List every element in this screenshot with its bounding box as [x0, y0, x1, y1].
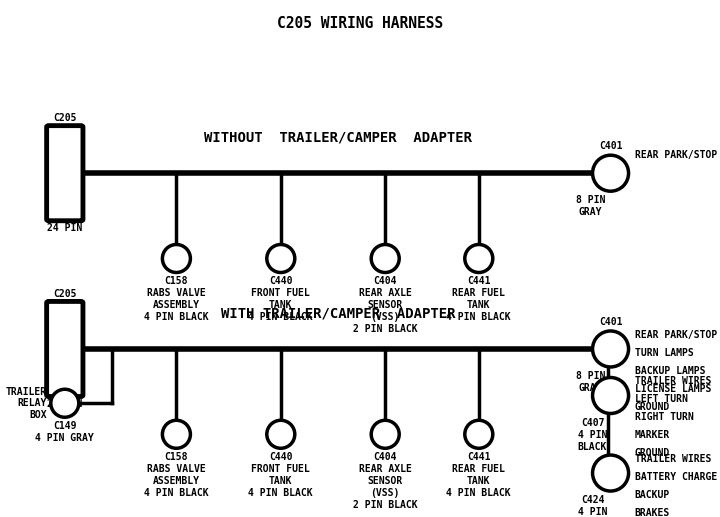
Text: REAR PARK/STOP: REAR PARK/STOP	[634, 150, 717, 160]
Text: C440
FRONT FUEL
TANK
4 PIN BLACK: C440 FRONT FUEL TANK 4 PIN BLACK	[248, 452, 313, 498]
Ellipse shape	[163, 420, 190, 448]
Text: 8 PIN
GRAY: 8 PIN GRAY	[576, 195, 606, 217]
Ellipse shape	[163, 245, 190, 272]
Text: LEFT TURN: LEFT TURN	[634, 394, 688, 404]
FancyBboxPatch shape	[47, 301, 83, 397]
Ellipse shape	[267, 420, 294, 448]
Ellipse shape	[267, 245, 294, 272]
Text: C401: C401	[599, 317, 622, 327]
Text: LICENSE LAMPS: LICENSE LAMPS	[634, 384, 711, 393]
Ellipse shape	[593, 377, 629, 414]
Text: 24 PIN: 24 PIN	[48, 399, 82, 409]
Text: C424
4 PIN
GRAY: C424 4 PIN GRAY	[578, 495, 607, 517]
Text: 8 PIN
GRAY: 8 PIN GRAY	[576, 371, 606, 392]
Text: C440
FRONT FUEL
TANK
4 PIN BLACK: C440 FRONT FUEL TANK 4 PIN BLACK	[248, 277, 313, 323]
Text: C407
4 PIN
BLACK: C407 4 PIN BLACK	[578, 418, 607, 451]
Text: C404
REAR AXLE
SENSOR
(VSS)
2 PIN BLACK: C404 REAR AXLE SENSOR (VSS) 2 PIN BLACK	[353, 452, 418, 510]
Text: C205: C205	[53, 289, 76, 299]
Text: C205: C205	[53, 113, 76, 123]
Text: TRAILER
RELAY
BOX: TRAILER RELAY BOX	[6, 387, 47, 420]
Ellipse shape	[372, 420, 399, 448]
Text: 24 PIN: 24 PIN	[48, 223, 82, 233]
Ellipse shape	[593, 331, 629, 367]
Text: TRAILER WIRES: TRAILER WIRES	[634, 376, 711, 386]
Text: WITH TRAILER/CAMPER  ADAPTER: WITH TRAILER/CAMPER ADAPTER	[221, 307, 456, 321]
Text: GROUND: GROUND	[634, 448, 670, 458]
Text: C158
RABS VALVE
ASSEMBLY
4 PIN BLACK: C158 RABS VALVE ASSEMBLY 4 PIN BLACK	[144, 277, 209, 323]
Text: WITHOUT  TRAILER/CAMPER  ADAPTER: WITHOUT TRAILER/CAMPER ADAPTER	[204, 131, 472, 145]
FancyBboxPatch shape	[47, 126, 83, 221]
Text: TRAILER WIRES: TRAILER WIRES	[634, 453, 711, 464]
Ellipse shape	[593, 455, 629, 491]
Text: C149
4 PIN GRAY: C149 4 PIN GRAY	[35, 421, 94, 443]
Text: TURN LAMPS: TURN LAMPS	[634, 347, 693, 358]
Text: C401: C401	[599, 141, 622, 151]
Ellipse shape	[51, 389, 78, 417]
Text: BACKUP: BACKUP	[634, 490, 670, 499]
Text: C404
REAR AXLE
SENSOR
(VSS)
2 PIN BLACK: C404 REAR AXLE SENSOR (VSS) 2 PIN BLACK	[353, 277, 418, 334]
Text: GROUND: GROUND	[634, 402, 670, 412]
Text: C441
REAR FUEL
TANK
4 PIN BLACK: C441 REAR FUEL TANK 4 PIN BLACK	[446, 277, 511, 323]
Text: BATTERY CHARGE: BATTERY CHARGE	[634, 472, 717, 482]
Text: C158
RABS VALVE
ASSEMBLY
4 PIN BLACK: C158 RABS VALVE ASSEMBLY 4 PIN BLACK	[144, 452, 209, 498]
Text: MARKER: MARKER	[634, 430, 670, 440]
Text: BACKUP LAMPS: BACKUP LAMPS	[634, 366, 705, 375]
Text: REAR PARK/STOP: REAR PARK/STOP	[634, 329, 717, 340]
Text: C441
REAR FUEL
TANK
4 PIN BLACK: C441 REAR FUEL TANK 4 PIN BLACK	[446, 452, 511, 498]
Ellipse shape	[593, 155, 629, 191]
Ellipse shape	[372, 245, 399, 272]
Text: C205 WIRING HARNESS: C205 WIRING HARNESS	[277, 16, 443, 31]
Ellipse shape	[465, 245, 492, 272]
Ellipse shape	[465, 420, 492, 448]
Text: BRAKES: BRAKES	[634, 508, 670, 517]
Text: RIGHT TURN: RIGHT TURN	[634, 412, 693, 422]
